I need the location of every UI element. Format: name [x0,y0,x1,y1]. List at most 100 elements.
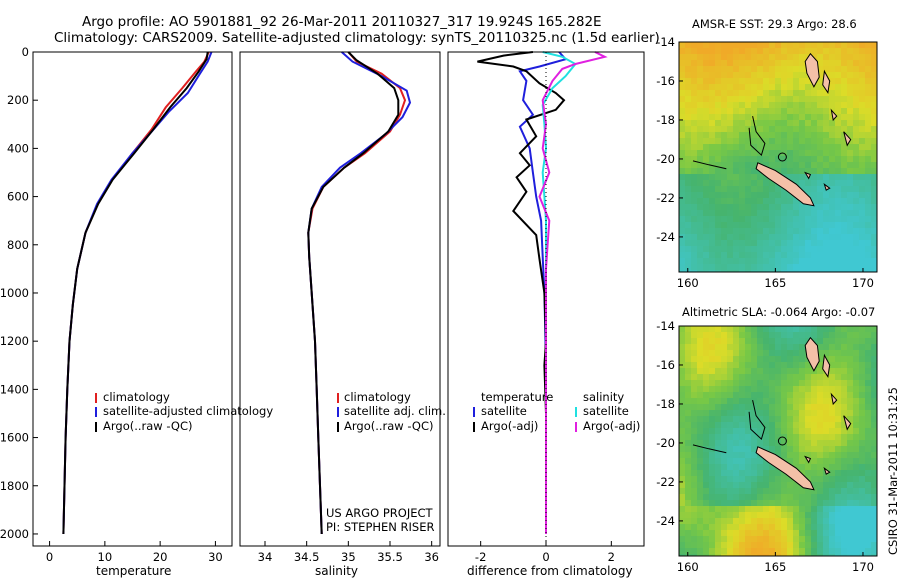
map-cell [817,494,824,501]
map-cell [823,482,830,489]
map-cell [745,344,752,351]
map-cell [835,90,842,97]
map-cell [679,168,686,175]
map-cell [805,150,812,157]
map-cell [721,96,728,103]
map-cell [733,84,740,91]
map-cell [733,258,740,265]
map-cell [751,138,758,145]
map-cell [757,192,764,199]
map-cell [841,452,848,459]
map-cell [721,416,728,423]
map-cell [817,488,824,495]
map-cell [769,240,776,247]
map-cell [787,90,794,97]
map-cell [781,90,788,97]
map-cell [751,90,758,97]
map-cell [799,416,806,423]
map-cell [697,72,704,79]
map-cell [805,252,812,259]
map-cell [799,344,806,351]
map-cell [787,144,794,151]
map-cell [727,198,734,205]
ytick-label: 1000 [0,286,29,300]
map-cell [739,222,746,229]
map-cell [835,452,842,459]
map-cell [721,542,728,549]
map-cell [769,434,776,441]
map-cell [763,404,770,411]
map-cell [823,114,830,121]
map-cell [781,126,788,133]
map-cell [853,234,860,241]
map-cell [709,102,716,109]
map-cell [823,434,830,441]
map-field-map-sla [679,326,878,561]
map-cell [691,228,698,235]
map-cell [703,264,710,271]
map-cell [841,488,848,495]
map-cell [679,258,686,265]
map-cell [703,156,710,163]
map-cell [865,216,872,223]
map-cell [745,60,752,67]
map-cell [745,434,752,441]
map-cell [835,42,842,49]
map-cell [691,416,698,423]
map-cell [685,488,692,495]
map-cell [745,542,752,549]
map-cell [799,554,806,561]
map-cell [769,428,776,435]
map-cell [829,374,836,381]
map-cell [763,48,770,55]
map-cell [859,150,866,157]
map-cell [865,78,872,85]
map-cell [715,174,722,181]
map-cell [829,488,836,495]
map-cell [721,78,728,85]
map-cell [829,246,836,253]
map-cell [793,368,800,375]
map-cell [727,168,734,175]
map-cell [835,494,842,501]
map-cell [733,222,740,229]
map-cell [721,204,728,211]
map-cell [721,66,728,73]
map-cell [703,204,710,211]
map-cell [799,84,806,91]
map-cell [793,536,800,543]
map-cell [739,126,746,133]
map-cell [685,338,692,345]
map-cell [859,198,866,205]
map-cell [829,174,836,181]
map-cell [841,144,848,151]
map-cell [859,326,866,333]
map-cell [769,234,776,241]
map-cell [811,500,818,507]
map-cell [835,96,842,103]
map-cell [697,548,704,555]
map-cell [739,168,746,175]
map-cell [715,368,722,375]
map-cell [829,42,836,49]
map-cell [685,392,692,399]
map-cell [679,42,686,49]
map-cell [733,66,740,73]
map-cell [859,368,866,375]
map-cell [829,216,836,223]
map-cell [793,120,800,127]
map-cell [859,422,866,429]
map-cell [799,156,806,163]
map-cell [835,48,842,55]
map-cell [835,500,842,507]
map-cell [679,482,686,489]
map-cell [817,458,824,465]
map-cell [703,246,710,253]
map-cell [727,536,734,543]
map-cell [709,512,716,519]
map-cell [709,138,716,145]
map-cell [763,548,770,555]
map-cell [739,234,746,241]
map-cell [847,350,854,357]
map-cell [745,108,752,115]
